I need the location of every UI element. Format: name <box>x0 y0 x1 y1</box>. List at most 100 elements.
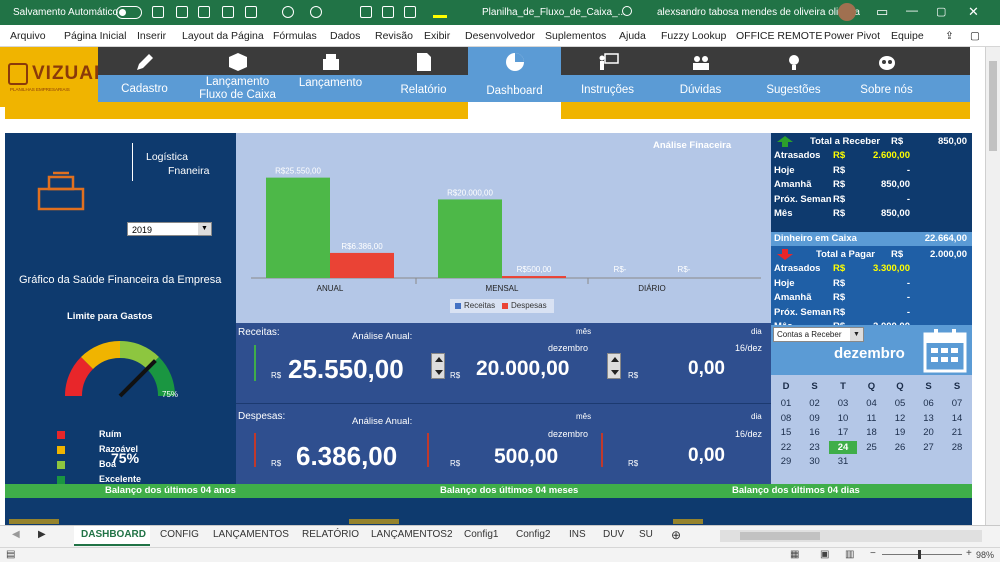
share-icon[interactable]: ⇪ <box>945 30 954 42</box>
calendar-day[interactable]: 10 <box>837 412 849 424</box>
calendar-day[interactable]: 12 <box>894 412 906 424</box>
calendar-day[interactable]: 29 <box>780 456 792 467</box>
nav-sobre-nos[interactable]: Sobre nós <box>840 47 933 117</box>
tab-su[interactable]: SU <box>639 529 653 540</box>
menu-exibir[interactable]: Exibir <box>424 30 451 42</box>
calendar-day[interactable]: 11 <box>866 412 877 424</box>
close-icon[interactable]: ✕ <box>968 4 979 19</box>
calendar-day[interactable]: 16 <box>809 427 820 438</box>
calendar-day[interactable]: 25 <box>866 441 877 453</box>
add-sheet-icon[interactable]: ⊕ <box>671 528 682 542</box>
calendar-day[interactable]: 04 <box>866 398 877 409</box>
calendar-day[interactable]: 15 <box>780 427 792 438</box>
menu-ajuda[interactable]: Ajuda <box>619 30 646 42</box>
menu-layout[interactable]: Layout da Página <box>182 30 264 42</box>
nav-cadastro[interactable]: Cadastro <box>98 47 191 117</box>
calendar-day[interactable]: 20 <box>923 427 934 438</box>
menu-inserir[interactable]: Inserir <box>137 30 167 42</box>
addins-icon[interactable] <box>222 6 234 18</box>
menu-power-pivot[interactable]: Power Pivot <box>824 30 881 42</box>
fill-color-icon[interactable] <box>433 6 447 18</box>
menu-arquivo[interactable]: Arquivo <box>10 30 46 42</box>
next-sheet-icon[interactable]: ▶ <box>38 529 46 540</box>
calendar-day[interactable]: 14 <box>951 412 963 424</box>
calendar-day[interactable]: 23 <box>809 441 820 453</box>
page-break-icon[interactable]: ▥ <box>845 549 855 560</box>
comments-icon[interactable]: ▢ <box>970 30 980 42</box>
open-icon[interactable] <box>245 6 257 18</box>
zoom-in-icon[interactable]: + <box>966 548 972 559</box>
camera-icon[interactable] <box>360 6 372 18</box>
menu-equipe[interactable]: Equipe <box>891 30 924 42</box>
nav-sugestoes[interactable]: Sugestões <box>747 47 840 117</box>
year-select[interactable]: 2019 ▼ <box>127 222 212 236</box>
tab-dashboard[interactable]: DASHBOARD <box>81 529 146 540</box>
prev-sheet-icon[interactable]: ◀ <box>12 529 20 540</box>
horizontal-scrollbar[interactable] <box>720 530 982 542</box>
undo-icon[interactable] <box>282 6 294 18</box>
folder-icon[interactable] <box>176 6 188 18</box>
calendar-day[interactable]: 02 <box>809 398 820 409</box>
calendar-day[interactable]: 06 <box>923 398 934 409</box>
calendar-day[interactable]: 19 <box>894 427 906 438</box>
calendar-day[interactable]: 05 <box>894 398 906 409</box>
nav-duvidas[interactable]: Dúvidas <box>654 47 747 117</box>
calendar-day[interactable]: 27 <box>923 441 934 453</box>
page-layout-icon[interactable]: ▣ <box>820 549 830 560</box>
vertical-scrollbar[interactable] <box>985 47 1000 525</box>
menu-office-remote[interactable]: OFFICE REMOTE <box>736 30 823 42</box>
scroll-thumb[interactable] <box>989 61 997 151</box>
nav-dashboard[interactable]: Dashboard <box>468 47 561 117</box>
calendar-day[interactable]: 21 <box>951 427 963 438</box>
tab-config1[interactable]: Config1 <box>464 529 499 540</box>
redo-icon[interactable] <box>310 6 322 18</box>
calendar-day[interactable]: 24 <box>829 440 857 454</box>
form-icon[interactable] <box>382 6 394 18</box>
calendar-day[interactable]: 28 <box>951 441 963 453</box>
tab-duv[interactable]: DUV <box>603 529 625 540</box>
menu-desenvolvedor[interactable]: Desenvolvedor <box>465 30 536 42</box>
menu-dados[interactable]: Dados <box>330 30 361 42</box>
receitas-anual-spinner[interactable] <box>431 353 445 379</box>
normal-view-icon[interactable]: ▦ <box>790 549 800 560</box>
contas-select[interactable]: Contas a Receber ▼ <box>773 327 864 342</box>
calendar-day[interactable]: 17 <box>837 427 849 438</box>
nav-lancamento-fluxo[interactable]: Lançamento Fluxo de Caixa <box>191 47 284 117</box>
calendar-day[interactable]: 30 <box>809 456 820 467</box>
avatar[interactable] <box>838 3 856 21</box>
calendar-day[interactable]: 26 <box>894 441 906 453</box>
calendar-day[interactable]: 31 <box>837 456 849 467</box>
search-icon[interactable] <box>622 6 632 16</box>
maximize-icon[interactable]: ▢ <box>936 6 947 18</box>
zoom-slider[interactable] <box>882 550 962 559</box>
calendar-day[interactable]: 08 <box>780 412 792 424</box>
menu-suplementos[interactable]: Suplementos <box>545 30 607 42</box>
calendar-day[interactable]: 03 <box>837 398 849 409</box>
nav-relatorio[interactable]: Relatório <box>377 47 470 117</box>
nav-instrucoes[interactable]: Instruções <box>561 47 654 117</box>
calendar-day[interactable]: 22 <box>780 441 792 453</box>
ribbon-options-icon[interactable]: ▭ <box>876 4 889 19</box>
tab-config[interactable]: CONFIG <box>160 529 199 540</box>
autosave-toggle[interactable] <box>116 6 142 19</box>
tab-config2[interactable]: Config2 <box>516 529 551 540</box>
menu-revisao[interactable]: Revisão <box>375 30 413 42</box>
tab-relatorio[interactable]: RELATÓRIO <box>302 529 360 540</box>
tab-ins[interactable]: INS <box>569 529 586 540</box>
menu-formulas[interactable]: Fórmulas <box>273 30 317 42</box>
menu-fuzzy[interactable]: Fuzzy Lookup <box>661 30 727 42</box>
calendar-day[interactable]: 09 <box>809 412 820 424</box>
calendar-day[interactable]: 13 <box>923 412 934 424</box>
calendar-day[interactable]: 01 <box>780 398 792 409</box>
checkbox-icon[interactable] <box>404 6 416 18</box>
receitas-mensal-spinner[interactable] <box>607 353 621 379</box>
save-icon[interactable] <box>198 6 210 18</box>
tab-lancamentos2[interactable]: LANÇAMENTOS2 <box>371 529 453 540</box>
nav-lancamento[interactable]: Lançamento <box>284 47 377 117</box>
calendar-day[interactable]: 18 <box>866 427 877 438</box>
calendar-day[interactable]: 07 <box>951 398 963 409</box>
menu-pagina-inicial[interactable]: Página Inicial <box>64 30 127 42</box>
minimize-icon[interactable]: — <box>906 3 918 17</box>
zoom-out-icon[interactable]: − <box>870 548 876 559</box>
tab-lancamentos[interactable]: LANÇAMENTOS <box>213 529 289 540</box>
